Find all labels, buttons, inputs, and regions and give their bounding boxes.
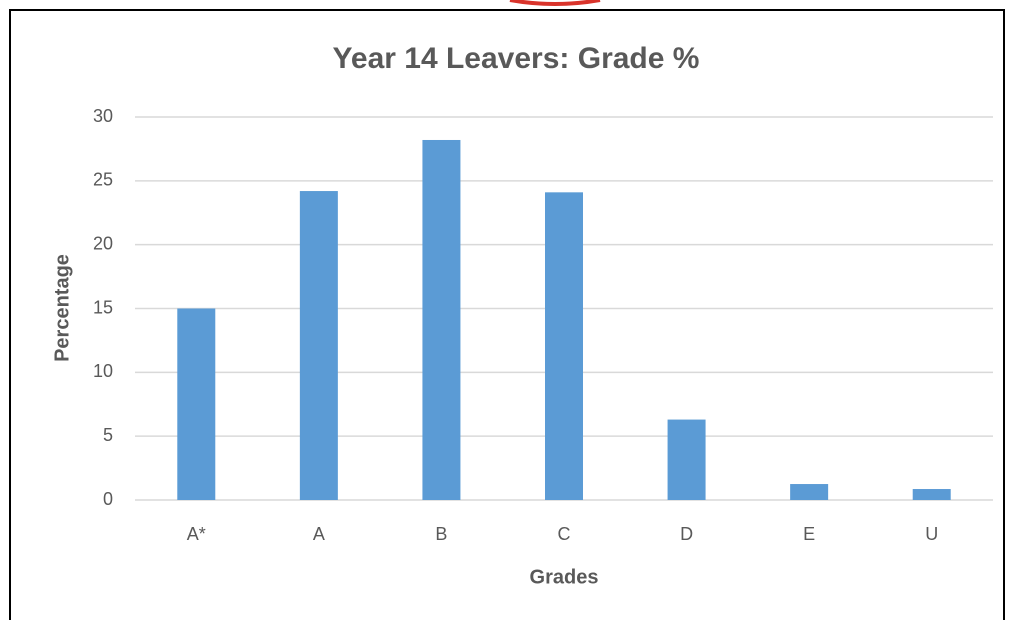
frame — [9, 9, 1005, 620]
y-tick-label: 30 — [93, 106, 113, 126]
y-axis-label: Percentage — [51, 254, 73, 362]
x-tick-label: C — [558, 524, 571, 544]
bar — [545, 192, 583, 500]
bar — [177, 308, 216, 500]
x-tick-label: A — [313, 524, 325, 544]
x-tick-label: A* — [187, 524, 206, 544]
y-tick-label: 10 — [93, 361, 113, 381]
y-tick-label: 5 — [103, 425, 113, 445]
x-tick-label: D — [680, 524, 693, 544]
x-tick-label: U — [925, 524, 938, 544]
y-tick-label: 25 — [93, 170, 113, 190]
bar — [299, 191, 338, 500]
chart-title: Year 14 Leavers: Grade % — [333, 42, 700, 75]
y-tick-label: 15 — [93, 297, 113, 317]
y-tick-label: 0 — [103, 489, 113, 509]
bar — [422, 139, 461, 501]
x-axis-label: Grades — [530, 566, 599, 588]
x-tick-label: E — [803, 524, 815, 544]
decoration — [509, 0, 601, 6]
bar — [912, 489, 951, 500]
bar — [667, 419, 706, 500]
bar — [790, 484, 829, 500]
x-tick-label: B — [435, 524, 447, 544]
y-tick-label: 20 — [93, 233, 113, 253]
